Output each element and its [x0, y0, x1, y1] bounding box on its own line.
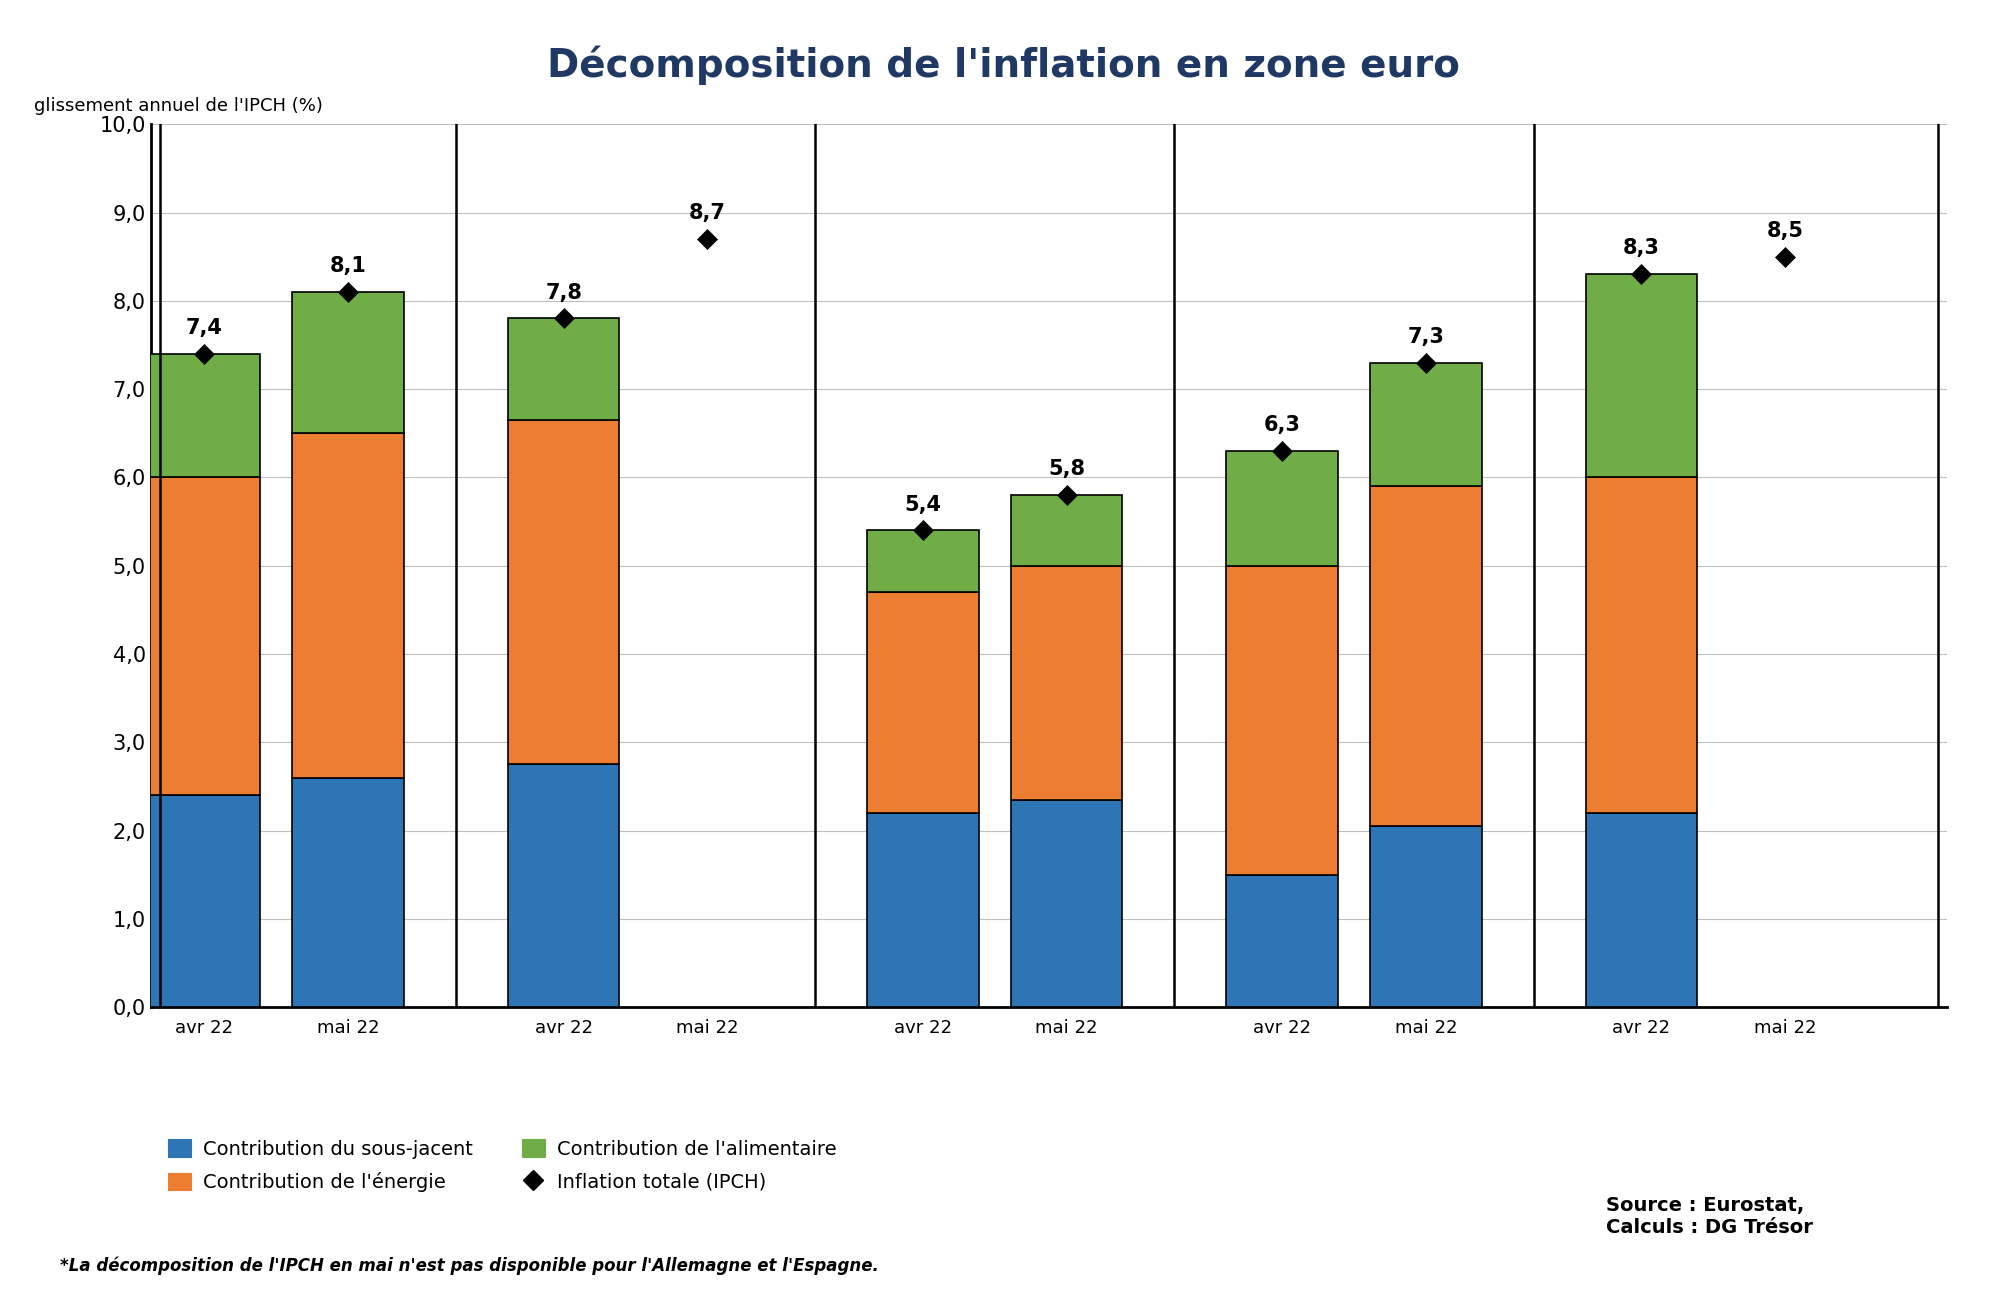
Bar	[1012, 565, 1122, 799]
Bar	[867, 593, 979, 812]
Bar	[149, 795, 261, 1007]
Text: 5,8: 5,8	[1048, 459, 1086, 479]
Text: 8,5: 8,5	[1766, 221, 1804, 241]
Bar	[293, 777, 403, 1007]
Bar	[1012, 494, 1122, 565]
Text: 7,4: 7,4	[187, 318, 223, 337]
Bar	[293, 433, 403, 777]
Bar	[149, 353, 261, 477]
Bar	[867, 812, 979, 1007]
Text: glissement annuel de l'IPCH (%): glissement annuel de l'IPCH (%)	[34, 97, 323, 115]
Bar	[1226, 565, 1339, 875]
Text: 7,8: 7,8	[546, 283, 582, 302]
Text: Décomposition de l'inflation en zone euro: Décomposition de l'inflation en zone eur…	[548, 46, 1459, 85]
Bar	[1371, 487, 1481, 827]
Bar	[1012, 799, 1122, 1007]
Text: 5,4: 5,4	[905, 494, 941, 514]
Bar	[1226, 875, 1339, 1007]
Bar	[1586, 275, 1698, 477]
Bar	[508, 764, 620, 1007]
Bar	[508, 318, 620, 420]
Bar	[149, 477, 261, 795]
Text: 7,3: 7,3	[1407, 327, 1445, 347]
Bar	[1586, 477, 1698, 812]
Bar	[867, 530, 979, 593]
Bar	[293, 292, 403, 433]
Text: 8,7: 8,7	[688, 203, 727, 224]
Bar	[1586, 812, 1698, 1007]
Text: 8,3: 8,3	[1624, 238, 1660, 259]
Text: 8,1: 8,1	[329, 256, 367, 276]
Text: 6,3: 6,3	[1264, 415, 1301, 436]
Bar	[508, 420, 620, 764]
Text: *La décomposition de l'IPCH en mai n'est pas disponible pour l'Allemagne et l'Es: *La décomposition de l'IPCH en mai n'est…	[60, 1257, 879, 1275]
Bar	[1371, 827, 1481, 1007]
Bar	[1226, 451, 1339, 565]
Bar	[1371, 362, 1481, 487]
Text: Source : Eurostat,
Calculs : DG Trésor: Source : Eurostat, Calculs : DG Trésor	[1606, 1196, 1812, 1237]
Legend: Contribution du sous-jacent, Contribution de l'énergie, Contribution de l'alimen: Contribution du sous-jacent, Contributio…	[161, 1131, 843, 1201]
